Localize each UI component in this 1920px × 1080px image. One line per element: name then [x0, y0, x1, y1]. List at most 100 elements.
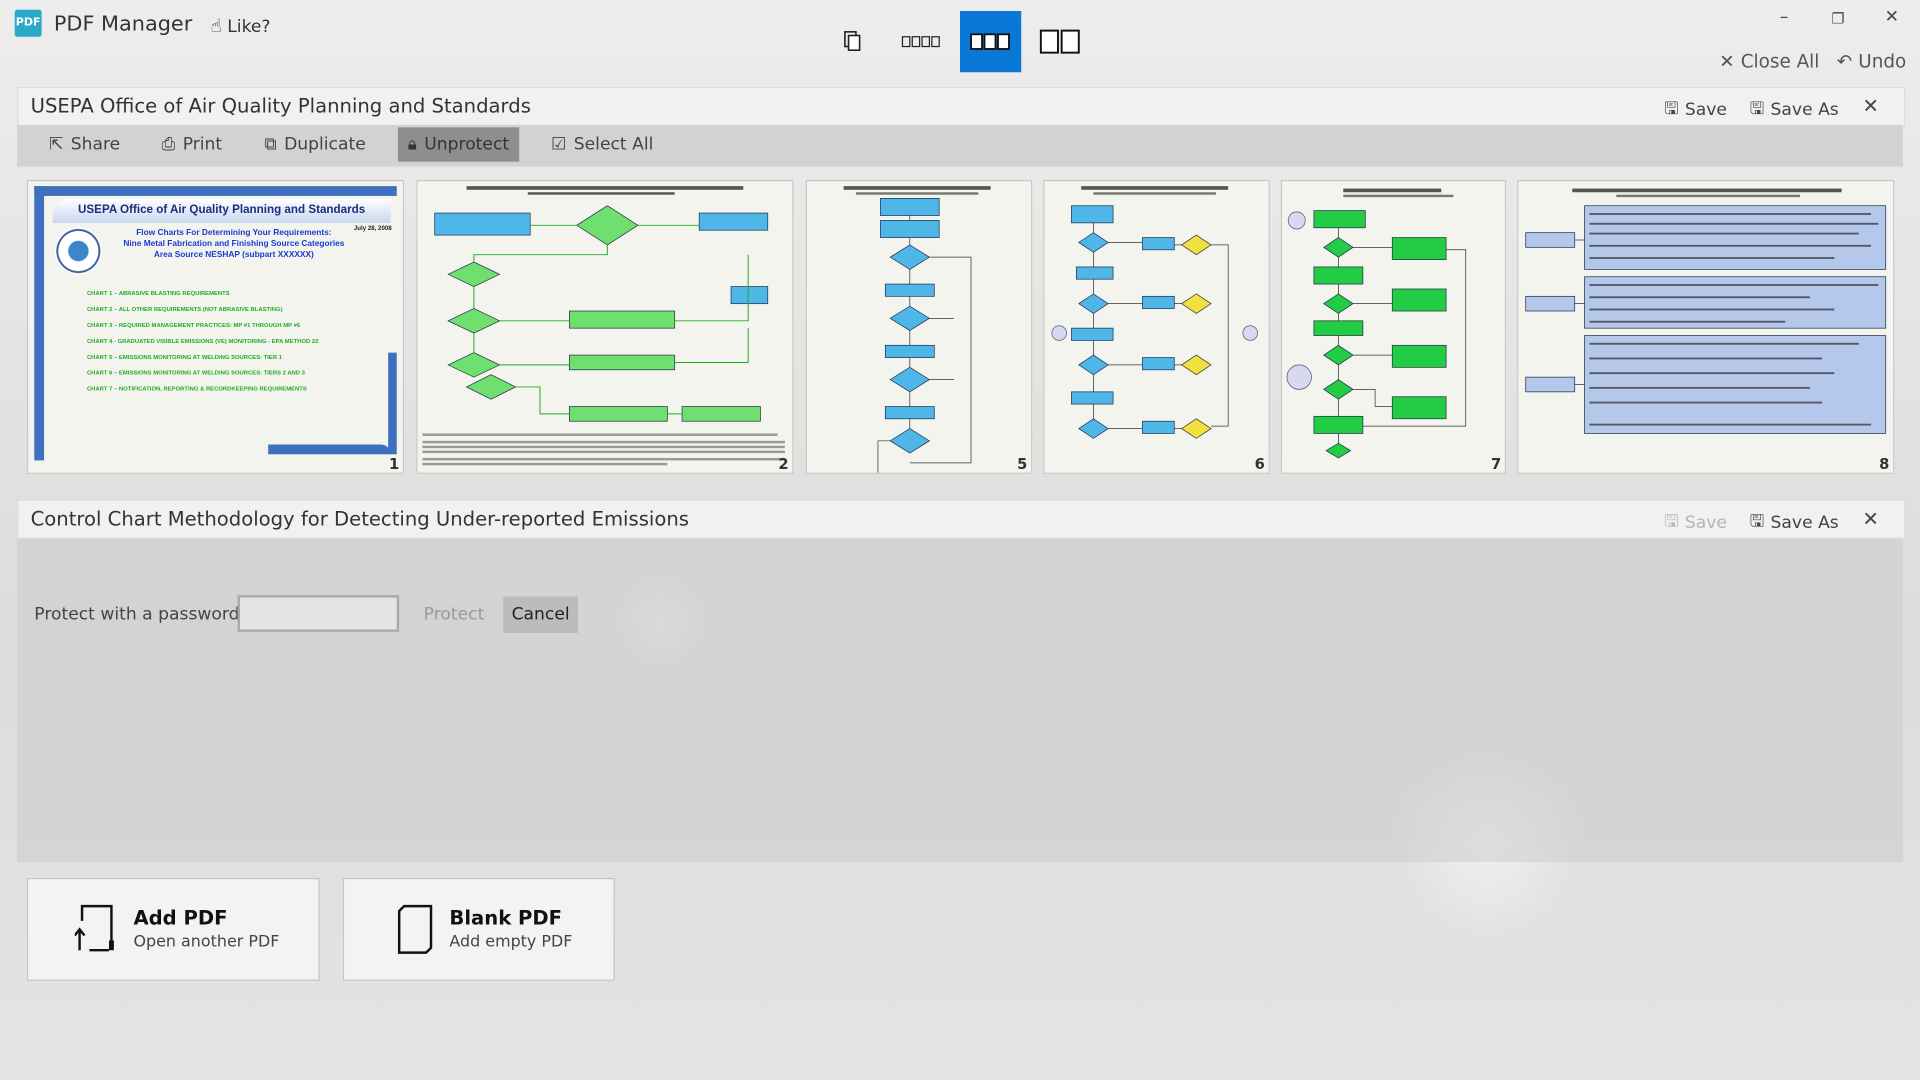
save-as-label: Save As — [1770, 513, 1839, 533]
close-document-button[interactable]: ✕ — [1862, 507, 1878, 530]
page-thumbnail-6[interactable]: 6 — [1043, 180, 1270, 474]
restore-button[interactable]: ❐ — [1831, 9, 1845, 27]
page-number: 6 — [1254, 455, 1265, 473]
undo-icon: ↶ — [1836, 50, 1853, 73]
app-logo: PDF — [14, 9, 42, 37]
four-columns-icon — [901, 36, 940, 48]
page-number: 2 — [778, 455, 789, 473]
duplicate-icon: ⧉ — [264, 134, 277, 155]
flowchart-preview — [1286, 188, 1467, 459]
undo-label: Undo — [1858, 50, 1907, 73]
chart-list-item: CHART 6 – EMISSIONS MONITORING AT WELDIN… — [86, 371, 305, 378]
share-icon: ⇱ — [48, 134, 64, 155]
document-title: Control Chart Methodology for Detecting … — [30, 506, 689, 531]
save-as-button[interactable]: 🖫 Save As — [1750, 96, 1839, 125]
page-thumbnail-1[interactable]: USEPA Office of Air Quality Planning and… — [26, 180, 405, 474]
flowchart-preview — [417, 186, 793, 473]
three-columns-icon — [970, 33, 1010, 50]
unprotect-button[interactable]: 🔒︎ Unprotect — [397, 127, 519, 162]
notification-table-preview — [1525, 188, 1887, 434]
slide-frame — [34, 186, 397, 461]
close-all-button[interactable]: ✕ Close All — [1719, 50, 1819, 72]
view-four-columns-button[interactable] — [891, 11, 950, 72]
chart-list-item: CHART 5 – EMISSIONS MONITORING AT WELDIN… — [86, 355, 282, 362]
chart-list-item: CHART 1 – ABRASIVE BLASTING REQUIREMENTS — [86, 291, 230, 298]
hand-pointer-icon: ☝ — [210, 14, 222, 37]
print-icon: ⎙ — [161, 134, 176, 155]
duplicate-label: Duplicate — [284, 134, 366, 155]
document-toolbar: ⇱ Share ⎙ Print ⧉ Duplicate 🔒︎ Unprotect ☑ Se… — [17, 124, 1903, 167]
page-thumbnail-8[interactable]: 8 — [1517, 180, 1895, 474]
save-button[interactable]: 🖫 Save — [1664, 508, 1727, 537]
document-header: Control Chart Methodology for Detecting … — [17, 499, 1906, 539]
window-close-button[interactable]: ✕ — [1884, 7, 1900, 27]
page-number: 5 — [1017, 455, 1028, 473]
blank-page-icon — [397, 904, 433, 954]
slide-date: July 28, 2008 — [353, 225, 392, 233]
duplicate-button[interactable]: ⧉ Duplicate — [255, 127, 376, 161]
close-icon: ✕ — [1719, 50, 1735, 73]
minimize-button[interactable]: – — [1779, 7, 1789, 27]
like-button[interactable]: ☝ Like? — [211, 15, 271, 37]
page-thumbnail-5[interactable]: 5 — [805, 180, 1033, 474]
app-title: PDF Manager — [53, 12, 193, 37]
close-icon: ✕ — [1862, 506, 1879, 531]
close-icon: ✕ — [1862, 94, 1879, 118]
chart-list-item: CHART 7 – NOTIFICATION, REPORTING & RECO… — [86, 386, 307, 394]
slide-frame-right — [388, 352, 397, 455]
document-body — [17, 538, 1903, 863]
save-label: Save — [1684, 513, 1727, 533]
flowchart-preview — [1051, 186, 1258, 439]
save-button[interactable]: 🖫 Save — [1664, 96, 1727, 129]
blank-pdf-title: Blank PDF — [449, 906, 563, 930]
select-all-label: Select All — [573, 134, 654, 155]
save-icon: 🖫 — [1664, 99, 1679, 119]
save-label: Save — [1684, 100, 1727, 121]
protect-button[interactable]: Protect — [423, 604, 485, 625]
subtitle-line: Flow Charts For Determining Your Require… — [136, 228, 332, 238]
view-three-columns-button[interactable] — [960, 11, 1022, 73]
undo-button[interactable]: ↶ Undo — [1837, 50, 1907, 72]
view-two-columns-button[interactable] — [1031, 11, 1090, 72]
chart-list-item: CHART 3 – REQUIRED MANAGEMENT PRACTICES:… — [86, 323, 301, 330]
unprotect-label: Unprotect — [424, 134, 510, 155]
slide-frame-bottom — [268, 444, 391, 455]
checkbox-icon: ☑ — [551, 134, 567, 155]
single-page-icon — [844, 31, 861, 52]
save-as-button[interactable]: 🖫 Save As — [1750, 508, 1839, 537]
cancel-button[interactable]: Cancel — [503, 596, 578, 634]
blank-pdf-button[interactable]: Blank PDF Add empty PDF — [342, 877, 615, 981]
open-file-icon — [74, 904, 114, 952]
share-button[interactable]: ⇱ Share — [39, 127, 130, 161]
chart-list: CHART 1 – ABRASIVE BLASTING REQUIREMENTS… — [87, 287, 318, 398]
share-label: Share — [70, 134, 121, 155]
subtitle-line: Area Source NESHAP (subpart XXXXXX) — [153, 251, 314, 260]
epa-seal-logo — [55, 227, 102, 275]
chart-list-item: CHART 2 – ALL OTHER REQUIREMENTS (NOT AB… — [86, 307, 283, 314]
page-number: 8 — [1879, 455, 1890, 473]
save-icon: 🖫 — [1664, 511, 1679, 532]
page-thumbnail-7[interactable]: 7 — [1280, 180, 1507, 474]
flowchart-preview — [843, 186, 991, 473]
chart-list-item: CHART 4 - GRADUATED VISIBLE EMISSIONS (V… — [86, 339, 319, 346]
page-thumbnail-2[interactable]: 2 — [416, 180, 794, 474]
password-input[interactable] — [237, 595, 400, 632]
page-number: 1 — [388, 455, 400, 473]
password-label: Protect with a password: — [34, 604, 246, 625]
blank-pdf-subtitle: Add empty PDF — [449, 933, 573, 952]
save-as-icon: 🖫 — [1749, 511, 1765, 532]
two-columns-icon — [1039, 29, 1080, 54]
print-label: Print — [182, 134, 223, 155]
save-as-label: Save As — [1770, 100, 1839, 121]
view-single-page-button[interactable] — [823, 11, 882, 72]
add-pdf-button[interactable]: Add PDF Open another PDF — [26, 877, 320, 981]
add-pdf-subtitle: Open another PDF — [133, 933, 280, 952]
select-all-button[interactable]: ☑ Select All — [541, 127, 663, 161]
blank-pdf-text: Blank PDF Add empty PDF — [449, 906, 572, 951]
save-as-icon: 🖫 — [1749, 99, 1765, 119]
close-document-button[interactable]: ✕ — [1862, 94, 1878, 117]
document-title: USEPA Office of Air Quality Planning and… — [30, 94, 531, 118]
page-number: 7 — [1491, 455, 1502, 473]
print-button[interactable]: ⎙ Print — [152, 127, 232, 161]
